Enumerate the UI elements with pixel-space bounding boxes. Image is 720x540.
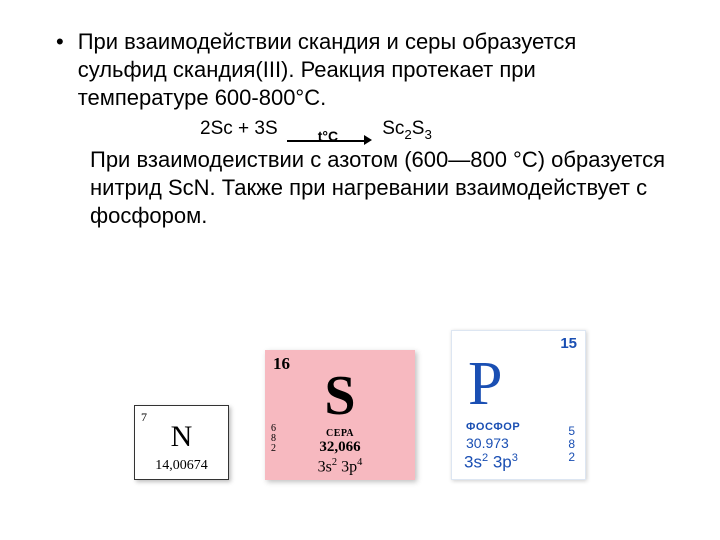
equation-arrow-label: t°C <box>283 123 373 149</box>
phosphorus-name: ФОСФОР <box>466 421 520 433</box>
phosphorus-symbol: P <box>468 349 502 420</box>
sulfur-symbol: S <box>265 364 415 428</box>
arrow-head-icon <box>364 135 372 145</box>
bullet-paragraph-1: • При взаимодействии скандия и серы обра… <box>50 28 670 112</box>
nitrogen-mass: 14,00674 <box>135 458 228 474</box>
sulfur-conf-b: 3p <box>337 458 357 475</box>
equation-left: 2Sc + 3S <box>200 116 278 142</box>
element-tiles-row: 7 N 14,00674 16 S СЕРА 32,066 6 8 2 3s2 … <box>0 330 720 480</box>
tile-nitrogen: 7 N 14,00674 <box>134 405 229 480</box>
tile-phosphorus: 15 P ФОСФОР 30.973 5 8 2 3s2 3p3 <box>451 330 586 480</box>
phosphorus-conf-b-sup: 3 <box>512 452 518 464</box>
phosphorus-shell-2: 2 <box>568 451 575 464</box>
phosphorus-z: 15 <box>560 335 577 352</box>
tile-sulfur: 16 S СЕРА 32,066 6 8 2 3s2 3p4 <box>265 350 415 480</box>
sulfur-name: СЕРА <box>265 428 415 439</box>
eq-right-sub2: 3 <box>424 127 431 142</box>
arrow-line <box>287 140 369 142</box>
bullet-glyph: • <box>50 28 64 112</box>
eq-right-sub1: 2 <box>404 127 411 142</box>
paragraph-2-text: При взаимодеиствии с азотом (600—800 °C)… <box>50 146 670 230</box>
sulfur-config: 3s2 3p4 <box>265 457 415 476</box>
eq-right-mid: S <box>412 118 425 139</box>
equation-right: Sc2S3 <box>382 116 432 148</box>
phosphorus-config: 3s2 3p3 <box>464 452 518 473</box>
phosphorus-conf-b: 3p <box>488 453 512 472</box>
paragraph-1-text: При взаимодействии скандия и серы образу… <box>78 28 670 112</box>
sulfur-conf-b-sup: 4 <box>357 457 362 468</box>
eq-right-pre: Sc <box>382 118 404 139</box>
sulfur-shell-2: 2 <box>271 444 276 454</box>
nitrogen-symbol: N <box>135 420 228 454</box>
phosphorus-conf-a: 3s <box>464 453 482 472</box>
phosphorus-shells: 5 8 2 <box>568 425 575 464</box>
phosphorus-mass: 30.973 <box>466 435 509 451</box>
sulfur-shells: 6 8 2 <box>271 424 276 454</box>
equation: 2Sc + 3S t°C Sc2S3 <box>50 116 670 142</box>
sulfur-mass: 32,066 <box>265 439 415 456</box>
sulfur-conf-a: 3s <box>318 458 332 475</box>
